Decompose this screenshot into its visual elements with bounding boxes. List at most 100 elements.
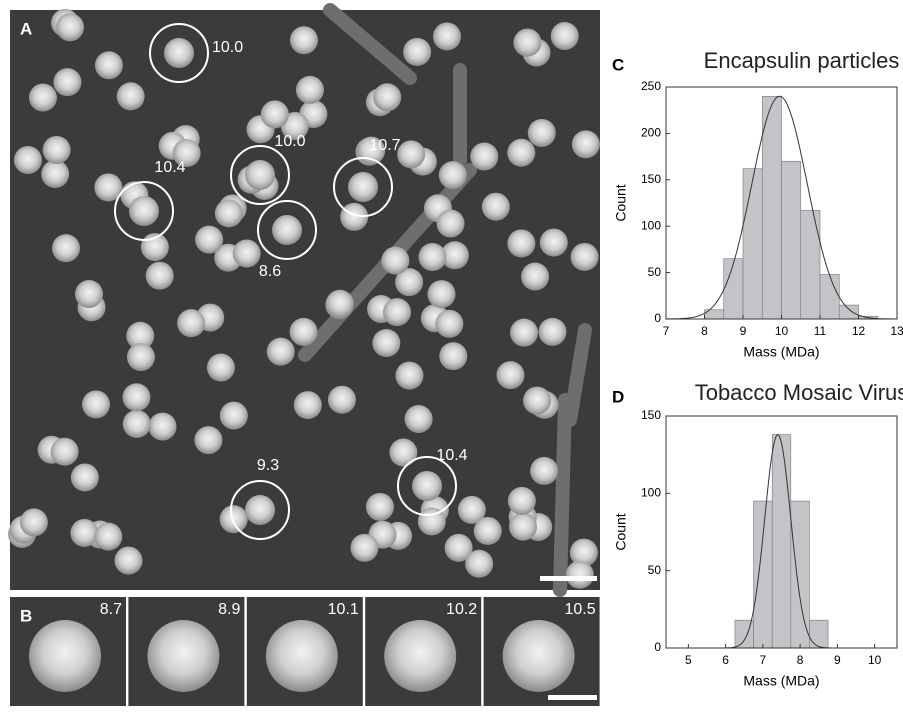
particle (439, 342, 467, 370)
panel-label: D (612, 387, 624, 406)
x-tick-label: 11 (814, 324, 827, 338)
particle (53, 68, 81, 96)
x-tick-label: 9 (740, 324, 747, 338)
panel-label: C (612, 55, 624, 74)
particle (328, 386, 356, 414)
y-tick-label: 50 (648, 265, 662, 279)
chart-title: Encapsulin particles (704, 48, 900, 73)
particle (29, 620, 101, 692)
bar (743, 169, 762, 319)
x-tick-label: 10 (775, 324, 789, 338)
particle (82, 390, 110, 418)
particle (572, 130, 600, 158)
y-tick-label: 100 (641, 486, 661, 500)
bar (839, 305, 858, 319)
x-tick-label: 7 (663, 324, 670, 338)
particle (350, 534, 378, 562)
bar (772, 435, 791, 648)
particle (220, 505, 248, 533)
particle (14, 146, 42, 174)
bar (762, 96, 781, 319)
particle (267, 338, 295, 366)
particle (528, 119, 556, 147)
particle (412, 471, 442, 501)
y-tick-label: 0 (654, 640, 661, 654)
y-tick-label: 100 (641, 218, 661, 232)
bar (782, 161, 801, 319)
y-tick-label: 150 (641, 408, 661, 422)
particle (290, 26, 318, 54)
x-tick-label: 9 (834, 653, 841, 667)
particle (117, 82, 145, 110)
particle (405, 405, 433, 433)
particle (70, 519, 98, 547)
particle (290, 318, 318, 346)
y-axis-label: Count (613, 513, 629, 550)
x-tick-label: 8 (797, 653, 804, 667)
x-tick-label: 7 (760, 653, 767, 667)
particle (482, 193, 510, 221)
particle (348, 172, 378, 202)
particle (465, 550, 493, 578)
mass-annotation: 8.6 (259, 263, 281, 280)
mass-annotation: 9.3 (257, 457, 279, 474)
bar (820, 274, 839, 319)
particle (538, 318, 566, 346)
particle (194, 426, 222, 454)
particle (507, 139, 535, 167)
particle (56, 13, 84, 41)
x-tick-label: 6 (722, 653, 729, 667)
x-axis-label: Mass (MDa) (743, 673, 819, 689)
particle (266, 620, 338, 692)
y-tick-label: 0 (654, 311, 661, 325)
particle (439, 161, 467, 189)
panel-label: A (20, 19, 32, 38)
particle (571, 243, 599, 271)
particle (507, 229, 535, 257)
particle (294, 391, 322, 419)
x-tick-label: 5 (685, 653, 692, 667)
particle (474, 517, 502, 545)
particle (427, 280, 455, 308)
particle (245, 495, 275, 525)
mass-annotation: 10.0 (212, 39, 243, 56)
particle (71, 463, 99, 491)
particle (164, 38, 194, 68)
particle (296, 76, 324, 104)
particle (437, 210, 465, 238)
particle (395, 362, 423, 390)
y-tick-label: 250 (641, 79, 661, 93)
particle (496, 361, 524, 389)
particle (366, 493, 394, 521)
tile-mass: 10.5 (564, 601, 595, 618)
y-tick-label: 50 (648, 563, 662, 577)
particle (95, 51, 123, 79)
particle (29, 84, 57, 112)
particle (373, 83, 401, 111)
bar (801, 210, 820, 319)
panel-label: B (20, 606, 32, 625)
particle (94, 523, 122, 551)
y-tick-label: 150 (641, 172, 661, 186)
particle (503, 620, 575, 692)
x-tick-label: 10 (868, 653, 882, 667)
particle (245, 160, 275, 190)
bar (809, 620, 828, 648)
particle (20, 508, 48, 536)
mass-annotation: 10.0 (274, 133, 305, 150)
particle (129, 196, 159, 226)
particle (530, 457, 558, 485)
particle (523, 387, 551, 415)
particle (127, 343, 155, 371)
particle (418, 243, 446, 271)
particle (372, 329, 400, 357)
x-axis-label: Mass (MDa) (743, 344, 819, 360)
particle (540, 229, 568, 257)
particle (75, 280, 103, 308)
y-axis-label: Count (613, 184, 629, 221)
x-tick-label: 13 (890, 324, 903, 338)
scale-bar (540, 576, 597, 581)
particle (435, 310, 463, 338)
particle (177, 309, 205, 337)
tile-mass: 10.1 (328, 601, 359, 618)
